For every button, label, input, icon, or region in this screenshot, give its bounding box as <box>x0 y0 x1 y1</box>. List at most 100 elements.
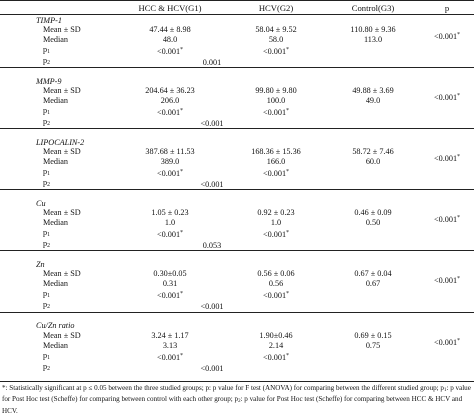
median-label: Median <box>43 96 69 106</box>
header-p: p <box>444 3 450 13</box>
p1-label-p: p <box>43 350 48 360</box>
g1-mean: 387.68 ± 11.53 <box>145 147 195 157</box>
section-title: LIPOCALIN-2 <box>36 137 85 147</box>
p1-g1-star: * <box>180 169 183 176</box>
table-bottom-rule <box>0 381 474 382</box>
median-label: Median <box>43 157 69 167</box>
anova-p-value: <0.001 <box>434 215 458 225</box>
p1-g2-value: <0.001 <box>263 352 287 362</box>
p1-label-sub: 1 <box>47 171 50 178</box>
p1-label-p: p <box>43 289 48 299</box>
anova-p: <0.001* <box>434 274 460 286</box>
p2-label-p: p <box>43 300 48 310</box>
g1-mean: 47.44 ± 8.98 <box>149 25 191 34</box>
p1-label: p1 <box>43 45 50 57</box>
p2-label: p2 <box>43 239 50 251</box>
p1-g2: <0.001* <box>263 106 289 118</box>
g3-median: 113.0 <box>363 35 383 44</box>
p1-g2-star: * <box>286 47 289 53</box>
g3-median: 49.0 <box>365 96 381 106</box>
p1-g2-value: <0.001 <box>263 47 287 56</box>
p2-label-p: p <box>43 117 48 127</box>
g3-median: 60.0 <box>365 157 381 167</box>
section-divider <box>0 67 474 69</box>
anova-p: <0.001* <box>434 30 460 42</box>
g3-mean: 0.69 ± 0.15 <box>354 330 392 340</box>
footnote-text-3: : p value for Post Hoc test (Scheffe) fo… <box>2 395 463 415</box>
p2-label-sub: 2 <box>47 182 50 189</box>
p2-value-value: <0.001 <box>200 363 224 373</box>
g3-median: 0.50 <box>365 218 381 228</box>
anova-p-star: * <box>457 32 460 38</box>
g2-mean: 99.80 ± 9.80 <box>255 86 297 96</box>
mean-sd-label: Mean ± SD <box>43 86 81 96</box>
p1-label: p1 <box>43 228 50 240</box>
section-divider <box>0 311 474 313</box>
p1-label-p: p <box>43 106 48 116</box>
p2-label-sub: 2 <box>47 60 50 66</box>
median-label: Median <box>43 279 69 289</box>
p1-label: p1 <box>43 351 50 363</box>
footnote-sub-2: 2 <box>238 399 241 405</box>
p1-g1-value: <0.001 <box>157 291 181 301</box>
g1-median: 389.0 <box>160 157 180 167</box>
section-title: Zn <box>36 259 45 269</box>
g2-mean: 168.36 ± 15.36 <box>251 147 301 157</box>
anova-p: <0.001* <box>434 336 460 348</box>
p1-g1: <0.001* <box>157 106 183 118</box>
p1-g2: <0.001* <box>263 289 289 301</box>
g3-median: 0.75 <box>365 340 381 350</box>
p1-label: p1 <box>43 289 50 301</box>
g2-mean: 58.04 ± 9.52 <box>255 25 297 34</box>
header-g1: HCC & HCV(G1) <box>138 3 202 13</box>
section-title: TIMP-1 <box>36 15 62 25</box>
p2-label-sub: 2 <box>47 304 50 311</box>
g1-median: 48.0 <box>162 35 178 44</box>
p1-g1: <0.001* <box>157 167 183 179</box>
g1-median: 1.0 <box>164 218 176 228</box>
g1-median: 0.31 <box>162 279 178 289</box>
p1-g1-value: <0.001 <box>157 108 181 118</box>
mean-sd-label: Mean ± SD <box>43 208 81 218</box>
footnote-sub-1: 1 <box>443 388 447 393</box>
p1-label-sub: 1 <box>47 49 50 55</box>
header-g3: Control(G3) <box>351 3 395 13</box>
anova-p-star: * <box>457 276 460 283</box>
p2-value: 0.001 <box>203 56 221 68</box>
section-divider <box>0 189 474 191</box>
p2-label-sub: 2 <box>47 365 50 372</box>
p2-label: p2 <box>43 178 50 190</box>
p2-value-value: <0.001 <box>200 119 224 129</box>
p1-g2-value: <0.001 <box>263 169 287 179</box>
g1-mean: 3.24 ± 1.17 <box>151 330 189 340</box>
mean-sd-label: Mean ± SD <box>43 330 81 340</box>
p1-g2: <0.001* <box>263 228 289 240</box>
footnote: *: Statistically significant at p ≤ 0.05… <box>2 384 472 415</box>
g2-median: 166.0 <box>266 157 286 167</box>
p1-label: p1 <box>43 167 50 179</box>
p1-label: p1 <box>43 106 50 118</box>
p2-value: 0.053 <box>203 239 221 251</box>
anova-p-value: <0.001 <box>434 276 458 286</box>
anova-p-value: <0.001 <box>434 337 458 347</box>
g1-mean: 204.64 ± 36.23 <box>145 86 195 96</box>
p1-g2-star: * <box>286 169 289 176</box>
p1-g1-star: * <box>180 47 183 53</box>
p2-value: <0.001 <box>200 117 223 129</box>
anova-p-value: <0.001 <box>434 32 458 41</box>
footnote-star: * <box>2 384 6 392</box>
p1-g2-value: <0.001 <box>263 108 287 118</box>
g2-mean: 1.90±0.46 <box>259 330 293 340</box>
p1-g2-value: <0.001 <box>263 291 287 301</box>
median-label: Median <box>43 218 69 228</box>
p2-label: p2 <box>43 300 50 312</box>
p2-label-sub: 2 <box>47 243 50 250</box>
anova-p-star: * <box>457 154 460 161</box>
p1-g2-star: * <box>286 230 289 237</box>
median-label: Median <box>43 340 69 350</box>
g2-median: 58.0 <box>268 35 284 44</box>
anova-p-star: * <box>457 93 460 100</box>
mean-sd-label: Mean ± SD <box>43 25 81 34</box>
p1-label-p: p <box>43 45 48 54</box>
